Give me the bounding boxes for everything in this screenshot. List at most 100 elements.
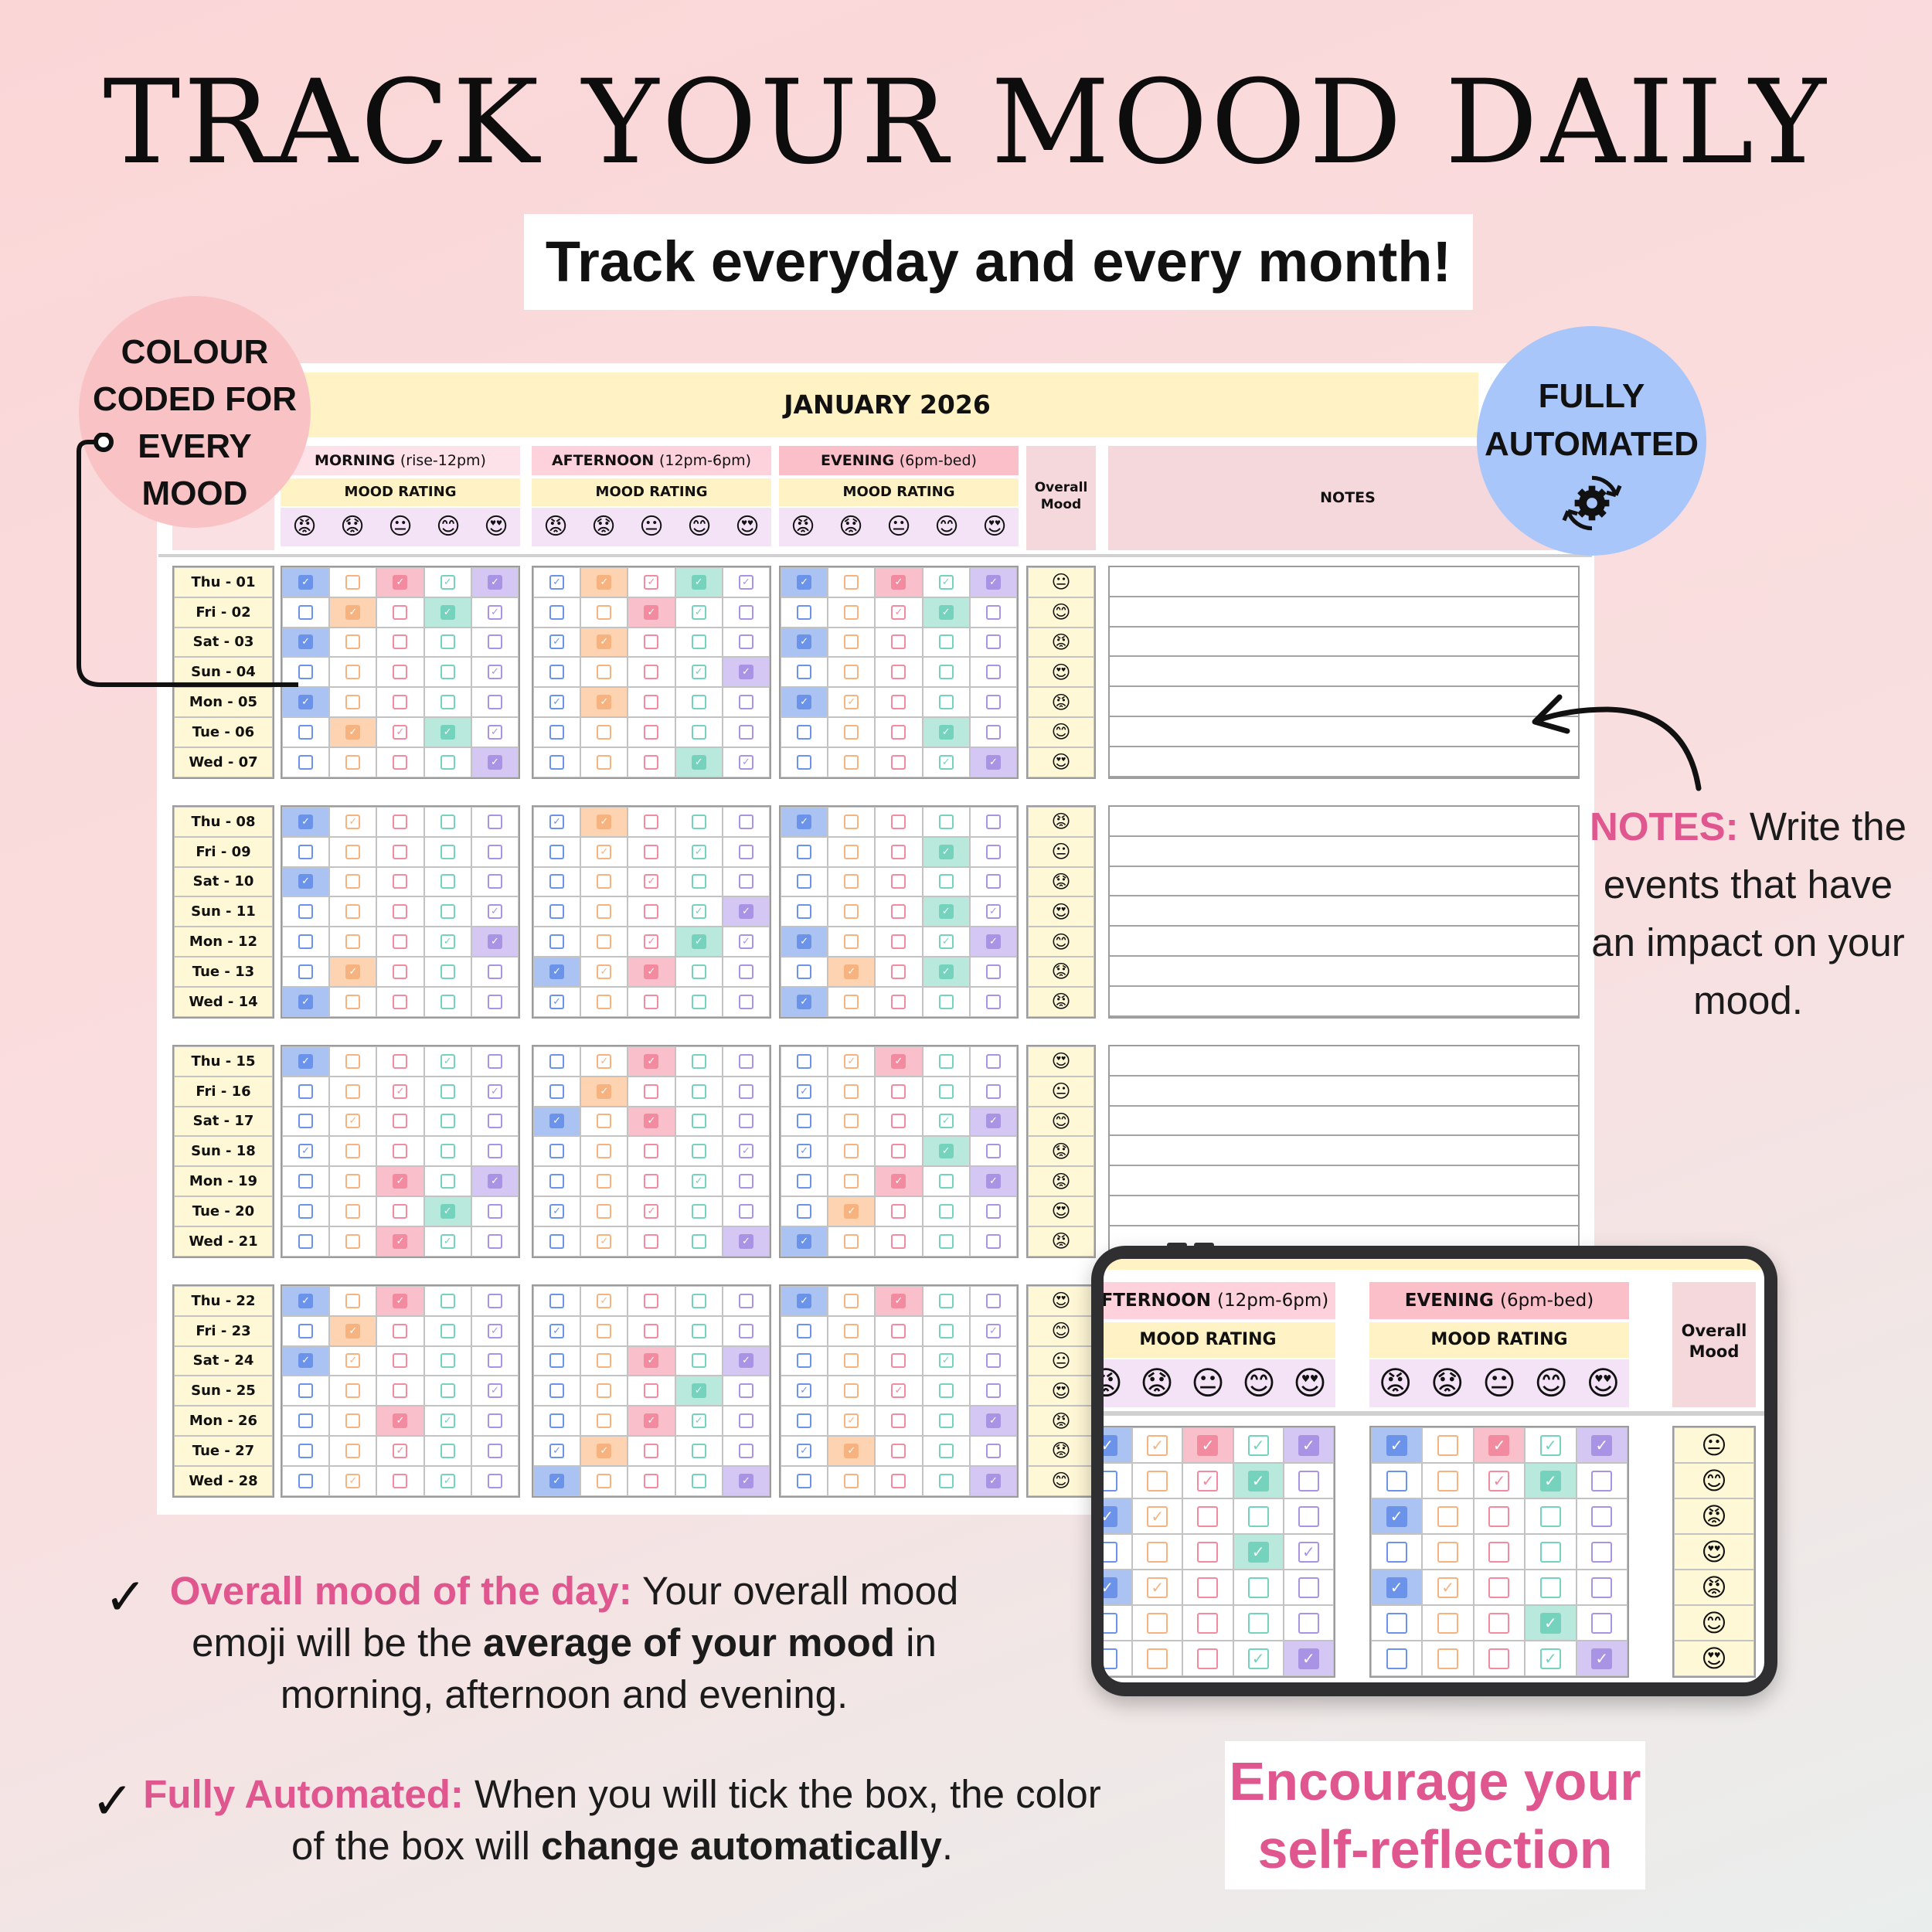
checkbox[interactable] (1147, 1648, 1168, 1669)
mood-cell[interactable] (969, 716, 1017, 747)
mood-cell[interactable] (1132, 1534, 1183, 1570)
mood-cell[interactable] (722, 687, 770, 717)
checkbox[interactable] (1298, 1612, 1319, 1634)
checkbox[interactable] (549, 1293, 565, 1308)
checkbox[interactable] (738, 1174, 753, 1189)
mood-cell[interactable]: ✓ (875, 1166, 923, 1196)
mood-cell[interactable] (1182, 1498, 1233, 1534)
mood-cell[interactable] (969, 627, 1017, 658)
checkbox[interactable]: ✓ (345, 724, 361, 740)
checkbox[interactable]: ✓ (691, 604, 706, 620)
mood-cell[interactable] (471, 1345, 519, 1376)
mood-cell[interactable]: ✓ (376, 567, 424, 597)
mood-cell[interactable]: ✓ (533, 627, 581, 658)
mood-cell[interactable] (722, 956, 770, 987)
checkbox[interactable] (1488, 1612, 1510, 1634)
checkbox[interactable]: ✓ (985, 1473, 1001, 1488)
mood-cell[interactable] (628, 1315, 675, 1346)
mood-cell[interactable] (282, 597, 330, 628)
checkbox[interactable] (440, 1114, 455, 1129)
mood-cell[interactable] (376, 896, 424, 927)
checkbox[interactable]: ✓ (345, 1473, 361, 1488)
checkbox[interactable] (644, 1233, 659, 1249)
checkbox[interactable] (393, 754, 408, 770)
mood-cell[interactable] (329, 1286, 377, 1316)
checkbox[interactable] (938, 1413, 954, 1429)
checkbox[interactable]: ✓ (345, 814, 361, 829)
mood-cell[interactable] (875, 1076, 923, 1107)
checkbox[interactable] (797, 724, 812, 740)
mood-cell[interactable] (1104, 1463, 1133, 1498)
mood-cell[interactable] (329, 657, 377, 688)
mood-cell[interactable]: ✓ (580, 1435, 628, 1466)
mood-cell[interactable] (922, 1286, 970, 1316)
notes-row-input[interactable] (1110, 836, 1578, 867)
checkbox[interactable] (487, 1053, 502, 1069)
mood-cell[interactable]: ✓ (722, 1465, 770, 1496)
checkbox[interactable] (487, 844, 502, 859)
mood-cell[interactable] (329, 836, 377, 867)
mood-cell[interactable]: ✓ (282, 1345, 330, 1376)
checkbox[interactable]: ✓ (938, 574, 954, 590)
checkbox[interactable]: ✓ (440, 1233, 455, 1249)
checkbox[interactable] (393, 934, 408, 950)
checkbox[interactable] (1488, 1648, 1510, 1669)
mood-cell[interactable] (329, 1136, 377, 1167)
checkbox[interactable] (487, 1114, 502, 1129)
mood-cell[interactable]: ✓ (875, 1376, 923, 1406)
checkbox[interactable] (938, 1293, 954, 1308)
checkbox[interactable]: ✓ (597, 574, 612, 590)
checkbox[interactable]: ✓ (298, 1293, 314, 1308)
checkbox[interactable] (797, 665, 812, 680)
checkbox[interactable] (644, 1383, 659, 1399)
checkbox[interactable] (298, 1114, 314, 1129)
mood-cell[interactable]: ✓ (781, 1435, 828, 1466)
mood-cell[interactable] (1422, 1605, 1474, 1641)
mood-cell[interactable]: ✓ (423, 597, 471, 628)
checkbox[interactable] (844, 904, 859, 920)
checkbox[interactable] (345, 1203, 361, 1219)
checkbox[interactable] (891, 934, 906, 950)
checkbox[interactable]: ✓ (1488, 1470, 1510, 1492)
mood-cell[interactable] (329, 1076, 377, 1107)
checkbox[interactable]: ✓ (1591, 1648, 1613, 1669)
mood-cell[interactable]: ✓ (580, 567, 628, 597)
checkbox[interactable] (1197, 1505, 1219, 1527)
checkbox[interactable] (597, 904, 612, 920)
checkbox[interactable]: ✓ (891, 1053, 906, 1069)
checkbox[interactable] (549, 1233, 565, 1249)
checkbox[interactable]: ✓ (691, 934, 706, 950)
mood-cell[interactable] (533, 657, 581, 688)
checkbox[interactable] (440, 1293, 455, 1308)
checkbox[interactable] (345, 934, 361, 950)
mood-cell[interactable] (580, 1315, 628, 1346)
mood-cell[interactable] (1104, 1605, 1133, 1641)
mood-cell[interactable]: ✓ (675, 1376, 723, 1406)
mood-cell[interactable] (828, 927, 876, 957)
checkbox[interactable]: ✓ (298, 1353, 314, 1369)
checkbox[interactable]: ✓ (549, 1203, 565, 1219)
mood-cell[interactable] (1132, 1463, 1183, 1498)
checkbox[interactable] (1298, 1470, 1319, 1492)
mood-cell[interactable] (533, 866, 581, 897)
checkbox[interactable] (440, 1083, 455, 1099)
checkbox[interactable] (691, 1443, 706, 1458)
checkbox[interactable]: ✓ (487, 1383, 502, 1399)
mood-cell[interactable]: ✓ (722, 747, 770, 777)
mood-cell[interactable] (376, 1196, 424, 1226)
mood-cell[interactable] (675, 807, 723, 837)
checkbox[interactable] (1539, 1541, 1561, 1563)
mood-cell[interactable] (376, 687, 424, 717)
mood-cell[interactable] (922, 1465, 970, 1496)
mood-cell[interactable] (1422, 1463, 1474, 1498)
mood-cell[interactable] (781, 1345, 828, 1376)
checkbox[interactable]: ✓ (738, 754, 753, 770)
checkbox[interactable] (644, 904, 659, 920)
notes-row-input[interactable] (1110, 1136, 1578, 1167)
notes-row-input[interactable] (1110, 716, 1578, 747)
checkbox[interactable] (597, 1473, 612, 1488)
checkbox[interactable]: ✓ (938, 754, 954, 770)
mood-cell[interactable] (376, 986, 424, 1017)
checkbox[interactable]: ✓ (985, 934, 1001, 950)
mood-cell[interactable] (969, 1376, 1017, 1406)
